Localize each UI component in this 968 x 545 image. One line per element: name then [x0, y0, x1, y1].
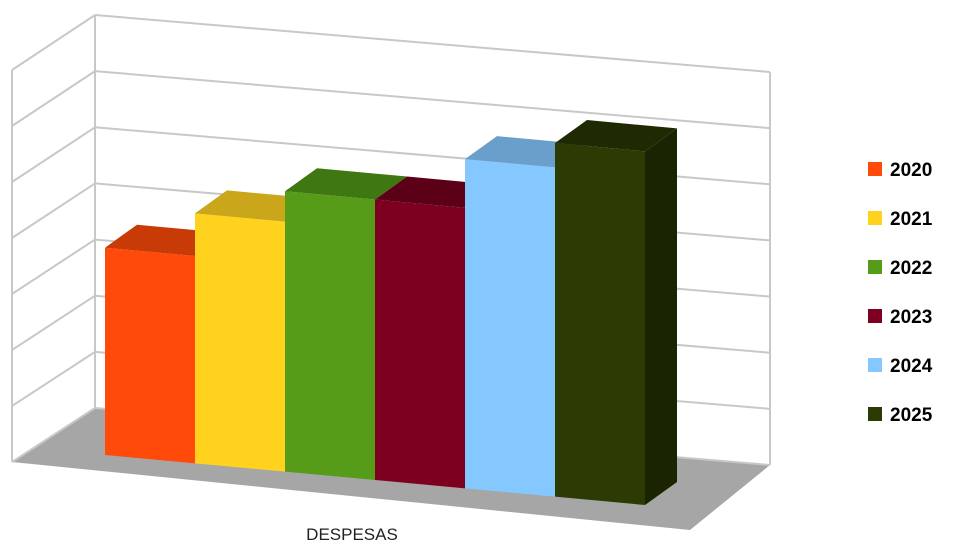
legend-swatch-2021 — [868, 211, 882, 225]
bar-2025-front — [555, 143, 645, 505]
left-wall-gridline — [11, 14, 96, 71]
bar-2022-top — [285, 168, 407, 200]
left-wall-gridline — [11, 294, 96, 351]
legend-label-2022: 2022 — [890, 258, 932, 279]
bar-2025-side — [645, 128, 677, 505]
left-wall-gridline — [11, 182, 96, 239]
bar-2021-front — [195, 213, 285, 472]
back-wall-gridline — [94, 70, 771, 130]
back-wall-gridline — [94, 14, 771, 73]
legend-label-2020: 2020 — [890, 160, 932, 181]
left-wall-gridline — [11, 238, 96, 295]
left-wall-gridline — [11, 126, 96, 183]
legend-swatch-2025 — [868, 407, 882, 421]
left-wall-gridline — [11, 70, 96, 127]
legend-swatch-2023 — [868, 309, 882, 323]
bar-2023-front — [375, 199, 465, 489]
x-category-label: DESPESAS — [306, 525, 398, 544]
bar-2024-front — [465, 159, 555, 497]
legend-swatch-2020 — [868, 162, 882, 176]
legend-label-2023: 2023 — [890, 307, 932, 328]
bar-2025-top — [555, 120, 677, 152]
legend-swatch-2024 — [868, 358, 882, 372]
left-wall-gridline — [11, 407, 96, 463]
left-wall-gridline — [11, 351, 96, 407]
legend-label-2025: 2025 — [890, 405, 933, 426]
legend-swatch-2022 — [868, 260, 882, 274]
bar-2020-front — [105, 247, 195, 464]
legend-label-2021: 2021 — [890, 209, 933, 230]
bar-2022-front — [285, 191, 375, 480]
legend-label-2024: 2024 — [890, 356, 933, 377]
